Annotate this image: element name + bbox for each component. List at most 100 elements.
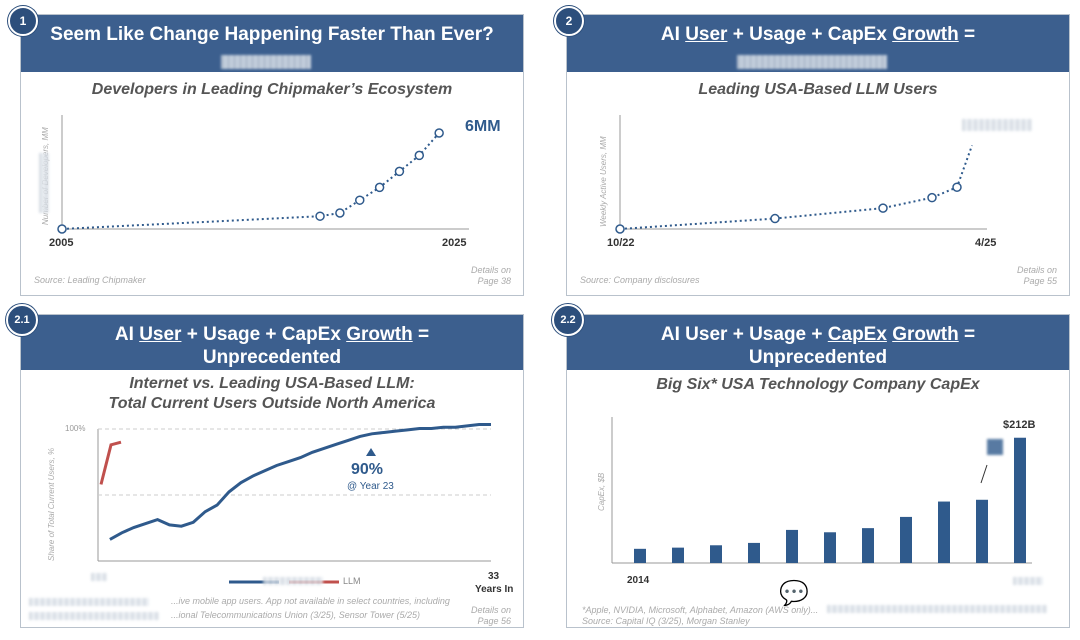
- panel-2-2-footnote-2: Source: Capital IQ (3/25), Morgan Stanle…: [582, 616, 750, 626]
- data-point: [770, 213, 780, 224]
- data-point: [355, 195, 365, 205]
- capex-bar: [824, 532, 836, 563]
- capex-bar: [748, 542, 760, 563]
- llm-line: [99, 440, 122, 485]
- panel-2-2-value-label: $212B: [1003, 419, 1036, 431]
- title-part-user: User: [685, 24, 728, 45]
- redacted-axis: [39, 153, 49, 213]
- panel-2-x-end: 4/25: [975, 237, 997, 249]
- x-end-value: 33: [488, 571, 500, 582]
- panel-1-x-end: 2025: [442, 237, 467, 249]
- capex-bar: [786, 529, 798, 563]
- panel-1: Seem Like Change Happening Faster Than E…: [20, 14, 524, 296]
- redacted-mark: [987, 439, 1003, 455]
- panel-2-1-y-top: 100%: [65, 424, 86, 433]
- data-point: [615, 224, 625, 234]
- panel-2-2-subtitle: Big Six* USA Technology Company CapEx: [656, 376, 980, 393]
- data-point: [952, 182, 962, 192]
- panel-1-title: Seem Like Change Happening Faster Than E…: [50, 24, 494, 45]
- panel-2-1-details: Details on Page 56: [470, 605, 511, 626]
- redacted-footnote: [29, 598, 149, 606]
- panel-1-value-label: 6MM: [465, 118, 501, 135]
- title-part: =: [958, 24, 976, 45]
- chat-bubble-icon: 💬: [779, 580, 809, 607]
- x-end-label: Years In: [475, 584, 514, 595]
- title-part: =: [958, 324, 976, 345]
- badge-1: 1: [8, 6, 38, 36]
- panel-2-source: Source: Company disclosures: [580, 275, 700, 285]
- panel-2-1-chart: [97, 423, 491, 562]
- redacted-tick: [1013, 577, 1043, 585]
- panel-2-2-chart: [611, 417, 1032, 564]
- redacted-text: [221, 55, 311, 69]
- title-part: + Usage + CapEx: [727, 24, 893, 45]
- title-part: =: [412, 324, 430, 345]
- data-point: [374, 182, 385, 193]
- redacted-text: [737, 55, 887, 69]
- title-part-user: User: [139, 324, 182, 345]
- redacted-legend: [263, 577, 323, 585]
- panel-1-subtitle: Developers in Leading Chipmaker’s Ecosys…: [91, 81, 453, 98]
- panel-2-details: Details on Page 55: [1016, 265, 1057, 286]
- panel-2-x-start: 10/22: [607, 237, 635, 249]
- developers-line: [61, 132, 440, 230]
- panel-2-1-footnote-1: ...ive mobile app users. App not availab…: [171, 596, 450, 606]
- panel-2-chart: [615, 115, 987, 234]
- data-point: [434, 128, 444, 138]
- internet-line: [109, 423, 491, 541]
- capex-bar: [862, 528, 874, 563]
- title-part: AI: [114, 324, 140, 345]
- panel-2-2-footnote-1: *Apple, NVIDIA, Microsoft, Alphabet, Ama…: [582, 605, 819, 615]
- data-point: [394, 166, 405, 177]
- panel-1-source: Source: Leading Chipmaker: [34, 275, 146, 285]
- panel-1-x-start: 2005: [49, 237, 74, 249]
- title-part: AI User + Usage +: [660, 324, 828, 345]
- redacted-footnote: [29, 612, 159, 620]
- annotation-marker: [366, 448, 376, 456]
- panel-2-1-title-line2: Unprecedented: [202, 347, 342, 368]
- title-part: AI: [660, 24, 686, 45]
- annotation-value: 90%: [351, 461, 384, 478]
- capex-bar: [976, 499, 988, 563]
- capex-bar: [938, 501, 950, 563]
- wau-line: [619, 145, 973, 230]
- capex-bar: [672, 547, 684, 563]
- badge-2: 2: [554, 6, 584, 36]
- panel-2-1-subtitle-2: Total Current Users Outside North Americ…: [108, 395, 436, 412]
- panel-2: AI User + Usage + CapEx Growth = Leading…: [566, 14, 1070, 296]
- capex-bar: [1014, 437, 1026, 563]
- panel-2-2-header: AI User + Usage + CapEx Growth = Unprece…: [567, 315, 1069, 370]
- title-part: + Usage + CapEx: [181, 324, 347, 345]
- panel-2-1-header: AI User + Usage + CapEx Growth = Unprece…: [21, 315, 523, 370]
- panel-2-2: AI User + Usage + CapEx Growth = Unprece…: [566, 314, 1070, 628]
- data-point: [315, 211, 325, 221]
- title-part-capex: CapEx: [827, 324, 887, 345]
- panel-1-chart: [57, 115, 469, 234]
- data-point: [878, 203, 888, 213]
- legend-llm-label: LLM: [343, 576, 361, 586]
- panel-2-subtitle: Leading USA-Based LLM Users: [698, 81, 938, 98]
- panel-2-1: AI User + Usage + CapEx Growth = Unprece…: [20, 314, 524, 628]
- title-part-growth: Growth: [892, 324, 959, 345]
- annotation-note: @ Year 23: [347, 481, 394, 492]
- data-point: [335, 208, 345, 218]
- panel-2-2-title-line2: Unprecedented: [748, 347, 888, 368]
- redacted-label: [962, 119, 1032, 131]
- title-part-growth: Growth: [892, 24, 959, 45]
- redacted-footnote: [827, 605, 1047, 613]
- value-leader-line: [980, 464, 988, 484]
- data-point: [57, 224, 67, 234]
- panel-1-details: Details on Page 38: [470, 265, 511, 286]
- panel-2-2-x-start: 2014: [627, 575, 650, 586]
- panel-2-1-footnote-2: ...ional Telecommunications Union (3/25)…: [171, 610, 420, 620]
- data-point: [927, 192, 937, 203]
- panel-2-1-subtitle-1: Internet vs. Leading USA-Based LLM:: [129, 375, 415, 392]
- title-part-growth: Growth: [346, 324, 413, 345]
- badge-2-2: 2.2: [552, 304, 584, 336]
- data-point: [414, 150, 425, 161]
- badge-2-1: 2.1: [6, 304, 38, 336]
- redacted-legend: [91, 573, 107, 581]
- capex-bar: [900, 516, 912, 563]
- capex-bar: [634, 548, 646, 563]
- capex-bar: [710, 545, 722, 563]
